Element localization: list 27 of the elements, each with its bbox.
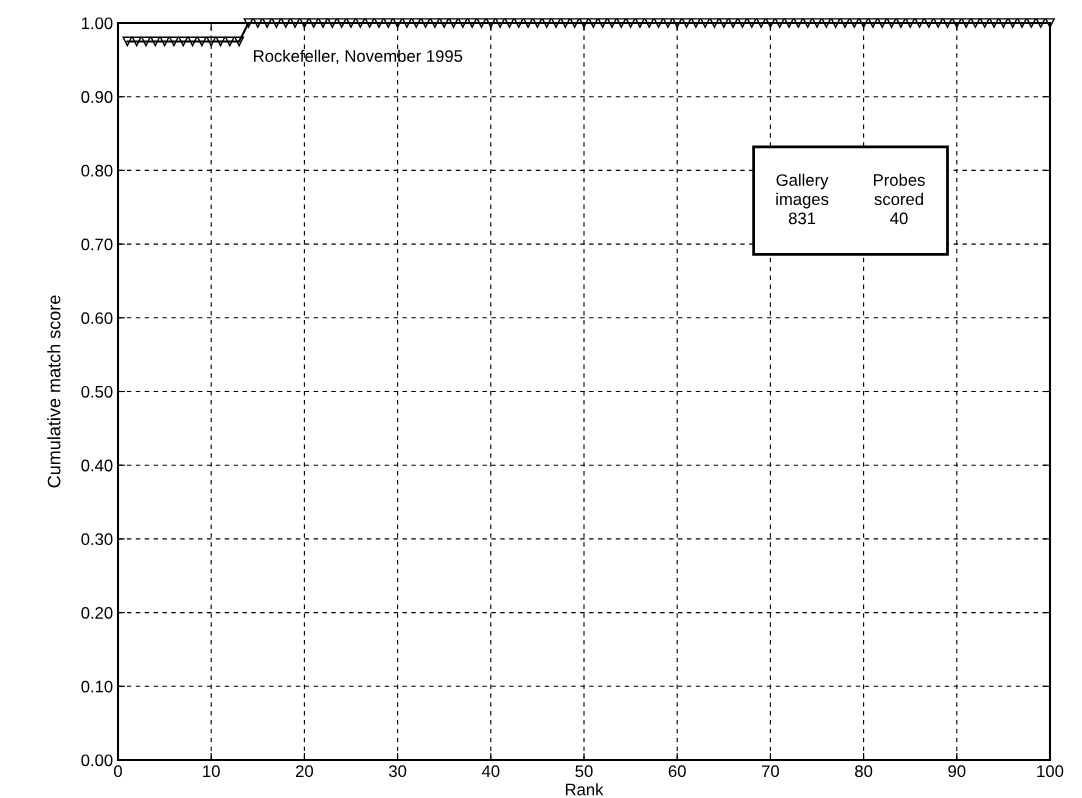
x-tick-label: 50 [575, 765, 593, 778]
y-tick-label: 0.60 [81, 312, 113, 324]
y-axis-title: Cumulative match score [47, 295, 61, 488]
x-tick-label: 80 [855, 765, 873, 778]
x-tick-label: 0 [114, 765, 122, 778]
x-tick-label: 100 [1037, 765, 1064, 778]
annotation: Probes scored 40 [873, 173, 925, 225]
x-tick-label: 90 [948, 765, 966, 778]
x-tick-label: 20 [295, 765, 314, 778]
x-tick-label: 70 [761, 765, 780, 778]
y-tick-label: 0.70 [81, 238, 113, 251]
y-tick-label: 0.10 [81, 680, 113, 693]
y-tick-label: 0.50 [81, 385, 113, 398]
y-tick-label: 0.40 [81, 459, 113, 472]
x-axis-title: Rank [565, 783, 604, 796]
y-tick-label: 0.30 [81, 533, 113, 546]
legend-label: Rockefeller, November 1995 [254, 49, 463, 64]
x-tick-label: 60 [668, 765, 686, 778]
y-tick-label: 0.90 [81, 91, 113, 103]
x-tick-label: 30 [388, 765, 407, 778]
y-tick-label: 1.00 [81, 17, 113, 30]
x-tick-label: 40 [481, 765, 500, 778]
y-tick-label: 0.00 [81, 754, 113, 767]
y-tick-label: 0.80 [81, 164, 113, 177]
y-tick-label: 0.20 [81, 607, 113, 619]
x-tick-label: 10 [203, 765, 220, 778]
annotation: Gallery images 831 [776, 173, 829, 225]
